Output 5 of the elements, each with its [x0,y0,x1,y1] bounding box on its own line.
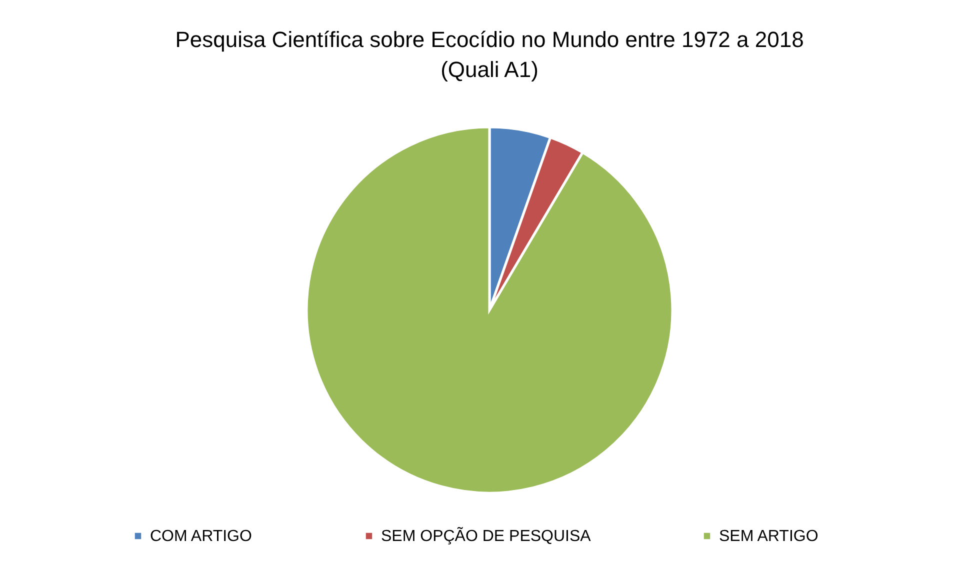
legend-label: COM ARTIGO [150,528,252,545]
legend-label: SEM ARTIGO [719,528,818,545]
pie-slice [305,126,674,494]
legend-label: SEM OPÇÃO DE PESQUISA [381,526,592,545]
chart-title: Pesquisa Científica sobre Ecocídio no Mundo entre 1972 a 2018 (Quali A1) [175,27,804,82]
